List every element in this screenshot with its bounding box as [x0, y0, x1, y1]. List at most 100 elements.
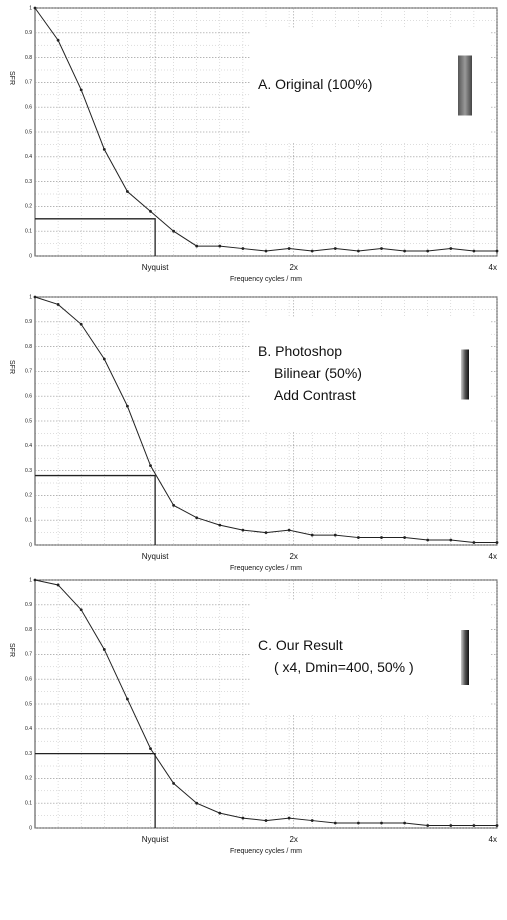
y-tick-label: 0.3 — [25, 179, 32, 185]
y-tick-label: 0.2 — [25, 493, 32, 499]
sfr-point — [426, 824, 430, 827]
sfr-point — [241, 247, 245, 250]
y-tick-label: 0 — [29, 825, 32, 831]
y-tick-label: 0.4 — [25, 154, 32, 160]
sfr-point — [357, 821, 360, 825]
sfr-point — [287, 528, 291, 532]
y-tick-label: 0.3 — [25, 468, 32, 474]
sfr-point — [56, 38, 60, 42]
sfr-point — [195, 244, 199, 248]
y-tick-label: 0.5 — [25, 701, 32, 707]
thumbnail — [461, 630, 469, 685]
y-tick-label: 0.4 — [25, 443, 32, 449]
thumbnail — [458, 55, 472, 116]
y-tick-label: 0.8 — [25, 55, 32, 61]
annotation-text: A. Original (100%) — [258, 76, 372, 92]
sfr-point — [426, 538, 430, 542]
sfr-point — [56, 583, 60, 587]
sfr-point — [218, 811, 222, 815]
sfr-point — [403, 536, 406, 539]
sfr-point — [495, 249, 499, 253]
y-tick-label: 0.9 — [25, 319, 32, 325]
y-tick-label: 0.1 — [25, 518, 32, 524]
sfr-point — [172, 781, 176, 785]
sfr-point — [33, 578, 37, 582]
sfr-point — [149, 747, 152, 751]
y-axis-label: SFR — [8, 360, 15, 374]
sfr-point — [472, 824, 476, 827]
sfr-point — [472, 541, 476, 544]
y-tick-label: 0.6 — [25, 394, 32, 400]
x-tick-label: 2x — [289, 835, 297, 844]
sfr-point — [79, 322, 83, 326]
sfr-point — [357, 536, 360, 539]
sfr-point — [33, 295, 37, 299]
sfr-point — [149, 209, 152, 213]
sfr-point — [126, 190, 129, 193]
y-tick-label: 0.2 — [25, 204, 32, 210]
x-tick-label: Nyquist — [142, 552, 169, 561]
x-tick-label: 4x — [489, 552, 497, 561]
sfr-point — [102, 147, 106, 151]
y-tick-label: 0.1 — [25, 801, 32, 807]
sfr-point — [149, 464, 152, 468]
sfr-point — [449, 824, 453, 827]
x-axis-label: Frequency cycles / mm — [230, 565, 302, 572]
sfr-point — [264, 249, 268, 253]
sfr-point — [380, 247, 383, 250]
annotation-box — [250, 28, 490, 143]
sfr-point — [333, 533, 337, 537]
annotation-box — [250, 600, 490, 715]
y-tick-label: 1 — [29, 577, 32, 583]
y-tick-label: 0.5 — [25, 418, 32, 424]
y-tick-label: 0.6 — [25, 105, 32, 111]
x-tick-label: Nyquist — [142, 835, 169, 844]
y-tick-label: 0.7 — [25, 369, 32, 375]
sfr-point — [287, 247, 291, 250]
sfr-point — [33, 6, 37, 10]
sfr-point — [310, 249, 314, 253]
y-tick-label: 0.2 — [25, 776, 32, 782]
sfr-point — [172, 503, 176, 507]
sfr-point — [79, 88, 83, 92]
annotation-text: ( x4, Dmin=400, 50% ) — [274, 659, 414, 675]
x-tick-label: 2x — [289, 552, 297, 561]
y-tick-label: 0.8 — [25, 344, 32, 350]
sfr-point — [172, 229, 176, 233]
x-tick-label: 4x — [489, 263, 497, 272]
sfr-point — [333, 247, 337, 250]
y-tick-label: 0 — [29, 542, 32, 548]
annotation-text: C. Our Result — [258, 637, 343, 653]
y-tick-label: 0.7 — [25, 80, 32, 86]
sfr-point — [56, 303, 60, 306]
sfr-point — [126, 404, 129, 408]
sfr-point — [241, 816, 245, 820]
annotation-text: Bilinear (50%) — [274, 365, 362, 381]
y-tick-label: 0.1 — [25, 229, 32, 235]
y-tick-label: 1 — [29, 5, 32, 11]
sfr-point — [195, 516, 199, 520]
y-tick-label: 0.3 — [25, 751, 32, 757]
sfr-point — [357, 249, 360, 253]
sfr-point — [264, 531, 268, 534]
sfr-point — [426, 249, 430, 253]
sfr-point — [241, 528, 245, 532]
sfr-point — [102, 648, 106, 651]
y-tick-label: 0.4 — [25, 726, 32, 732]
sfr-point — [333, 821, 337, 825]
x-axis-label: Frequency cycles / mm — [230, 276, 302, 283]
x-tick-label: Nyquist — [142, 263, 169, 272]
annotation-box — [250, 317, 490, 432]
y-tick-label: 0.5 — [25, 129, 32, 135]
y-tick-label: 1 — [29, 294, 32, 300]
sfr-point — [403, 249, 406, 253]
sfr-point — [380, 536, 383, 539]
y-tick-label: 0.9 — [25, 602, 32, 608]
x-axis-label: Frequency cycles / mm — [230, 848, 302, 855]
sfr-point — [218, 523, 222, 527]
sfr-point — [472, 249, 476, 253]
sfr-point — [403, 821, 406, 825]
y-tick-label: 0 — [29, 253, 32, 259]
x-tick-label: 2x — [289, 263, 297, 272]
